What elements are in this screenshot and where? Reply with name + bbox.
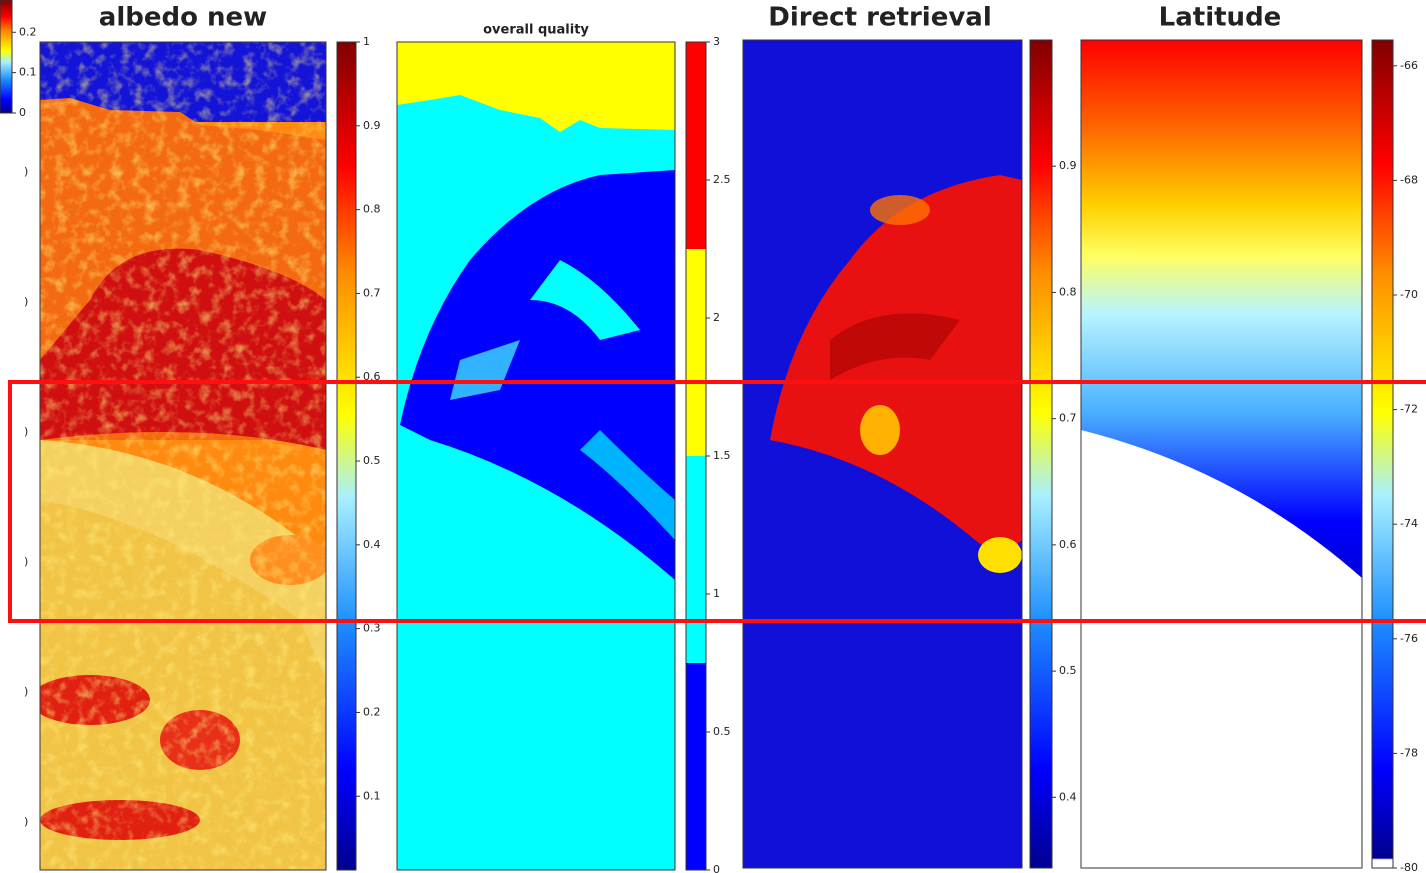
colorbar-tick-label: -72 (1400, 403, 1418, 416)
axis-fragment: ) (24, 815, 28, 828)
colorbar-tick-label: 0 (19, 106, 26, 119)
colorbar-tick-label: -76 (1400, 632, 1418, 645)
colorbar-tick-label: 0.5 (363, 454, 381, 467)
colorbar-tick-label: -80 (1400, 861, 1418, 873)
axis-fragment: ) (24, 685, 28, 698)
colorbar-tick-label: -66 (1400, 59, 1418, 72)
axis-fragment: ) (24, 295, 28, 308)
colorbar-tick-label: -70 (1400, 288, 1418, 301)
colorbar-tick-label: 0.8 (1059, 285, 1077, 298)
colorbar (337, 42, 356, 870)
colorbar-tick-label: 0.1 (363, 789, 381, 802)
panel-title: albedo new (99, 3, 267, 33)
axis-fragment: ) (24, 165, 28, 178)
panel-title: Direct retrieval (768, 3, 992, 33)
colorbar-tick-label: 0.2 (363, 705, 381, 718)
colorbar-tick-label: 0.9 (363, 119, 381, 132)
colorbar-tick-label: 0.3 (363, 622, 381, 635)
colorbar (686, 42, 706, 870)
axis-fragment: ) (24, 555, 28, 568)
albedo-image (30, 42, 330, 870)
colorbar-tick-label: 2 (713, 311, 720, 324)
panel-title: Latitude (1159, 3, 1282, 33)
colorbar-tick-label: 0.5 (1059, 664, 1077, 677)
colorbar-tick-label: 0.1 (19, 66, 37, 79)
colorbar-tick-label: -74 (1400, 517, 1418, 530)
retrieval-image (743, 40, 1022, 868)
colorbar-tick-label: 0.2 (19, 25, 37, 38)
colorbar (1030, 40, 1052, 868)
colorbar-tick-label: 0.9 (1059, 159, 1077, 172)
axis-fragment: ) (24, 425, 28, 438)
colorbar-tick-label: -78 (1400, 746, 1418, 759)
colorbar (1372, 40, 1393, 868)
quality-image (397, 42, 675, 870)
latitude-image (1081, 40, 1362, 870)
panel-title: overall quality (483, 23, 589, 38)
colorbar-tick-label: 0 (713, 863, 720, 873)
colorbar-tick-label: 0.7 (363, 286, 381, 299)
colorbar-tick-label: 3 (713, 35, 720, 48)
colorbar-tick-label: 0.4 (1059, 790, 1077, 803)
colorbar-tick-label: 1 (713, 587, 720, 600)
colorbar-tick-label: -68 (1400, 173, 1418, 186)
colorbar-tick-label: 0.5 (713, 725, 731, 738)
figure: 0.2 0.1 0)))))) albedo new 1 0.9 0.8 0.7 0.6 0.5 0… (0, 0, 1426, 873)
colorbar-tick-label: 0.8 (363, 203, 381, 216)
colorbar-tick-label: 1.5 (713, 449, 731, 462)
colorbar-tick-label: 0.6 (1059, 538, 1077, 551)
colorbar (0, 0, 12, 113)
colorbar-tick-label: 0.4 (363, 538, 381, 551)
colorbar-tick-label: 1 (363, 35, 370, 48)
colorbar-tick-label: 0.7 (1059, 412, 1077, 425)
colorbar-tick-label: 2.5 (713, 173, 731, 186)
